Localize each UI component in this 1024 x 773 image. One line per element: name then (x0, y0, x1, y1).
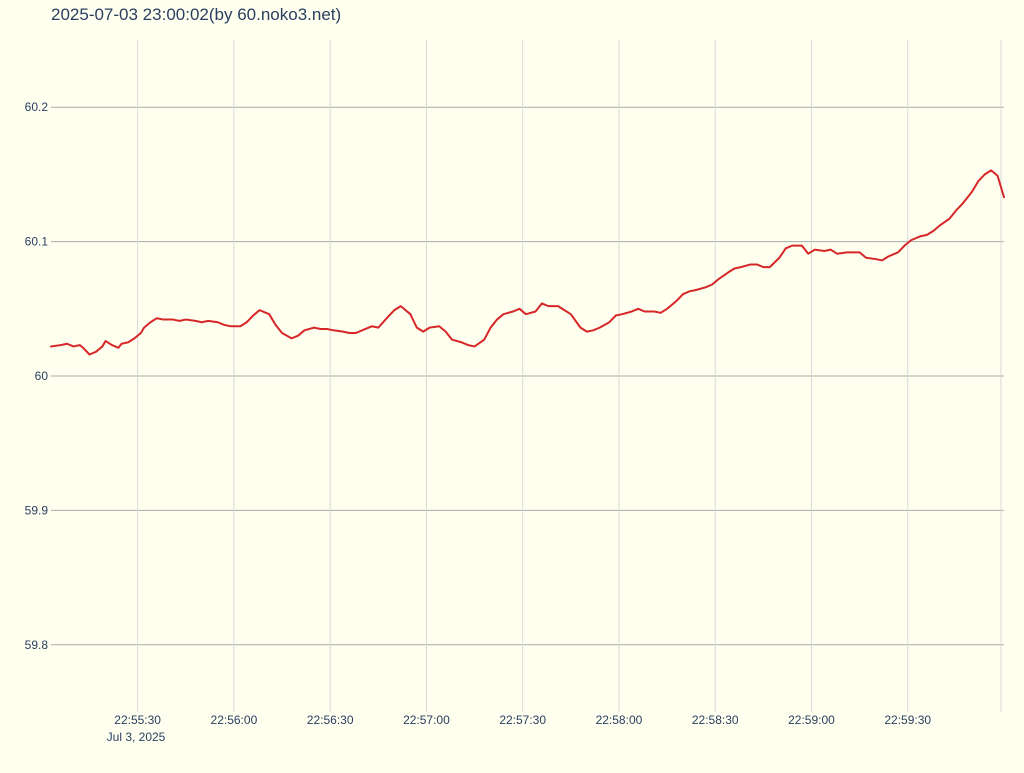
x-tick-label: 22:57:00 (403, 713, 450, 727)
y-tick-label: 59.8 (25, 638, 49, 652)
x-tick-label: 22:59:00 (788, 713, 835, 727)
x-tick-label: 22:56:30 (307, 713, 354, 727)
x-tick-label: 22:59:30 (884, 713, 931, 727)
y-tick-label: 60.2 (25, 100, 49, 114)
x-tick-label: 22:56:00 (211, 713, 258, 727)
y-tick-label: 60 (35, 369, 49, 383)
x-axis-ticks: 22:55:30 22:56:00 22:56:30 22:57:00 22:57:30… (114, 713, 931, 727)
y-tick-label: 60.1 (25, 235, 49, 249)
chart-title: 2025-07-03 23:00:02(by 60.noko3.net) (51, 5, 341, 24)
x-axis-date-label: Jul 3, 2025 (107, 730, 166, 744)
grid-layer (51, 40, 1004, 712)
x-tick-label: 22:58:30 (692, 713, 739, 727)
frequency-series-line (50, 169, 1005, 356)
y-tick-label: 59.9 (25, 503, 49, 517)
y-axis-ticks: 59.8 59.9 60 60.1 60.2 (25, 100, 49, 652)
x-tick-label: 22:57:30 (499, 713, 546, 727)
series-layer (50, 169, 1005, 356)
x-tick-label: 22:55:30 (114, 713, 161, 727)
x-tick-label: 22:58:00 (596, 713, 643, 727)
